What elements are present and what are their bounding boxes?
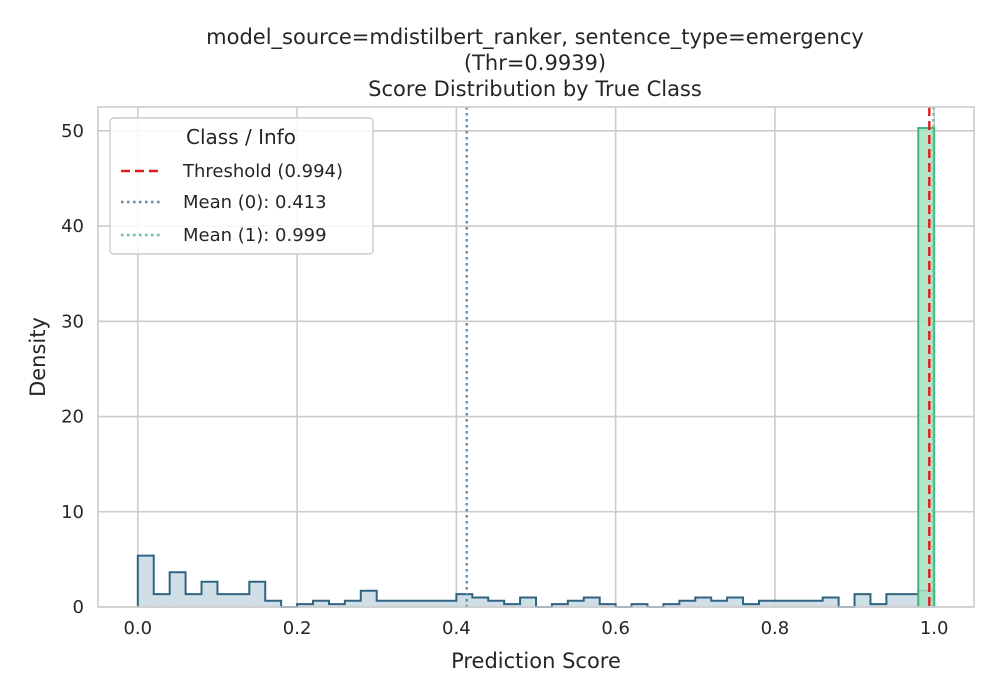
histogram-bar-class-0 [663, 604, 680, 607]
histogram-bar-class-0 [265, 600, 282, 607]
histogram-bar-class-0 [392, 600, 409, 607]
histogram-bar-class-0 [376, 600, 393, 607]
histogram-bar-class-0 [360, 590, 377, 607]
histogram-bar-class-0 [408, 600, 425, 607]
chart-title-line-3: Score Distribution by True Class [368, 77, 702, 101]
x-tick-label: 0.4 [442, 618, 471, 639]
x-axis-label: Prediction Score [451, 649, 621, 673]
histogram-bar-class-0 [711, 600, 728, 607]
y-tick-label: 0 [73, 597, 84, 618]
histogram-bar-class-0 [631, 604, 648, 607]
histogram-bar-class-0 [233, 594, 250, 607]
histogram-bar-class-0 [695, 597, 712, 607]
y-tick-label: 50 [61, 121, 84, 142]
legend-threshold-label: Threshold (0.994) [182, 161, 343, 182]
histogram-bar-class-0 [758, 600, 775, 607]
legend-mean0-label: Mean (0): 0.413 [183, 192, 327, 213]
y-tick-label: 30 [61, 311, 84, 332]
histogram-bar-class-0 [488, 600, 505, 607]
histogram-bar-class-0 [567, 600, 584, 607]
y-tick-label: 20 [61, 407, 84, 428]
histogram-bar-class-0 [249, 581, 266, 607]
histogram-bar-class-0 [599, 604, 616, 607]
histogram-bar-class-0 [743, 604, 759, 607]
plot-frame [97, 106, 975, 608]
histogram-bar-class-0 [169, 572, 186, 607]
x-tick-label: 0.6 [601, 618, 630, 639]
histogram-bar-class-0 [297, 604, 314, 607]
histogram-bar-class-0 [472, 597, 489, 607]
x-tick-label: 0.0 [123, 618, 152, 639]
histogram-bar-class-0 [727, 597, 744, 607]
histogram-bar-class-0 [344, 600, 361, 607]
histogram-bar-class-0 [440, 600, 457, 607]
histogram-bar-class-0 [217, 594, 234, 607]
histogram-bar-class-0 [504, 604, 521, 607]
histogram-bar-class-0 [679, 600, 696, 607]
histogram-bar-class-0 [313, 600, 329, 607]
histogram-bar-class-0 [822, 597, 839, 607]
histogram-bar-class-0 [185, 594, 202, 607]
histogram-bar-class-0 [583, 597, 600, 607]
histogram-bar-class-0 [886, 594, 903, 607]
y-axis-label: Density [26, 317, 50, 397]
x-tick-label: 1.0 [920, 618, 949, 639]
chart-title-line-2: (Thr=0.9939) [464, 51, 606, 75]
histogram-bar-class-0 [520, 597, 536, 607]
y-tick-label: 40 [61, 216, 84, 237]
histogram-bar-class-0 [201, 581, 218, 607]
histogram-bar-class-0 [774, 600, 791, 607]
histogram-bar-class-0 [551, 604, 568, 607]
histogram-bar-class-0 [137, 555, 154, 607]
x-tick-label: 0.8 [761, 618, 790, 639]
tick-labels: 0.0 0.2 0.4 0.6 0.8 1.0 0 10 20 30 40 50 [61, 121, 948, 639]
histogram-bar-class-0 [153, 594, 170, 607]
legend-title: Class / Info [186, 125, 296, 149]
histogram-bar-class-0 [328, 604, 345, 607]
y-tick-label: 10 [61, 502, 84, 523]
legend-mean1-label: Mean (1): 0.999 [183, 225, 327, 246]
legend: Class / Info Threshold (0.994) Mean (0):… [109, 117, 374, 255]
histogram-bar-class-0 [456, 594, 473, 607]
x-tick-label: 0.2 [283, 618, 312, 639]
histogram-bar-class-0 [854, 594, 871, 607]
histogram-bar-class-0 [902, 594, 919, 607]
histogram-bar-class-0 [806, 600, 823, 607]
histogram-bar-class-0 [424, 600, 441, 607]
histogram-bar-class-0 [790, 600, 807, 607]
legend-box [109, 117, 374, 255]
chart-title-line-1: model_source=mdistilbert_ranker, sentenc… [206, 25, 864, 50]
histogram-bar-class-1 [918, 127, 935, 607]
histogram-bar-class-0 [870, 604, 887, 607]
